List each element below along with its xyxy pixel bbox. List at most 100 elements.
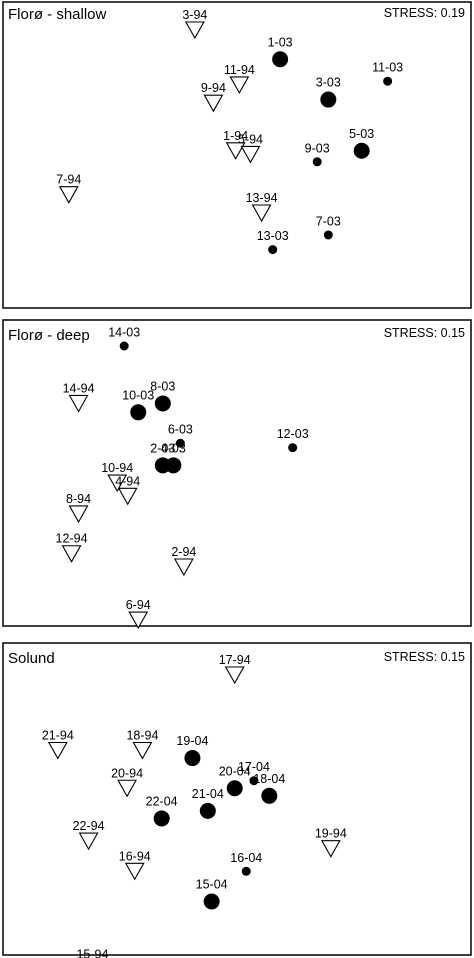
point-label-22-04: 22-04 — [146, 794, 178, 808]
point-label-5-94: 5-94 — [238, 132, 263, 146]
triangle-marker-4-94 — [117, 487, 138, 506]
point-label-17-94: 17-94 — [219, 653, 251, 667]
circle-marker-12-03 — [288, 443, 298, 453]
point-label-10-03: 10-03 — [122, 388, 154, 402]
point-label-6-94: 6-94 — [126, 598, 151, 612]
circle-marker-15-04 — [203, 893, 220, 910]
triangle-marker-13-94 — [251, 204, 272, 223]
circle-marker-16-04 — [241, 866, 251, 876]
circle-marker-5-03 — [353, 142, 370, 159]
triangle-marker-20-94 — [117, 779, 137, 798]
triangle-marker-17-94 — [224, 666, 245, 685]
plot-marks: 14-94 10-944-94 8-94 12-94 2-94 6-94 14-03 10-0… — [56, 326, 309, 630]
triangle-marker-21-94 — [47, 741, 68, 760]
point-label-8-94: 8-94 — [66, 492, 91, 506]
point-label-2-94: 2-94 — [171, 545, 196, 559]
point-label-13-03: 13-03 — [257, 229, 289, 243]
point-label-11-94: 11-94 — [224, 63, 255, 77]
circle-marker-4-03 — [165, 457, 182, 474]
point-label-15-94: 15-94 — [76, 947, 108, 958]
point-label-12-03: 12-03 — [277, 427, 309, 441]
panel-frame — [2, 319, 472, 627]
point-label-14-03: 14-03 — [108, 326, 140, 340]
triangle-marker-11-94 — [229, 76, 250, 95]
circle-marker-1-03 — [272, 51, 289, 68]
triangle-marker-7-94 — [58, 186, 79, 204]
triangle-marker-10-94 — [107, 474, 128, 493]
circle-marker-22-04 — [153, 810, 170, 827]
circle-marker-13-03 — [268, 245, 278, 255]
point-label-20-94: 20-94 — [111, 766, 143, 780]
point-label-8-03: 8-03 — [150, 379, 175, 393]
panel-floro-shallow: Florø - shallow STRESS: 0.19 3-94 11-94 9-… — [2, 1, 472, 309]
circle-marker-21-04 — [199, 802, 216, 819]
stress-label: STRESS: 0.19 — [384, 6, 465, 20]
point-label-16-04: 16-04 — [230, 851, 262, 865]
triangle-marker-22-94 — [78, 832, 99, 851]
point-label-21-04: 21-04 — [192, 787, 224, 801]
plot-marks: 3-94 11-94 9-94 1-945-94 7-94 13-94 1-03 3-03 11… — [56, 8, 403, 255]
panel-floro-deep: Florø - deep STRESS: 0.15 14-94 10-944-94… — [2, 319, 472, 630]
point-label-6-03: 6-03 — [168, 423, 193, 437]
triangle-marker-12-94 — [61, 545, 82, 563]
stress-label: STRESS: 0.15 — [384, 326, 465, 340]
point-label-19-94: 19-94 — [315, 827, 347, 841]
point-label-12-94: 12-94 — [56, 532, 88, 546]
triangle-marker-3-94 — [184, 21, 205, 40]
point-label-13-94: 13-94 — [246, 191, 278, 205]
point-label-3-94: 3-94 — [182, 8, 207, 22]
circle-marker-6-03 — [175, 438, 185, 448]
point-label-18-04: 18-04 — [253, 772, 285, 786]
point-label-14-94: 14-94 — [63, 381, 95, 395]
point-label-3-03: 3-03 — [316, 76, 341, 90]
triangle-marker-8-94 — [68, 505, 89, 524]
point-label-4-94: 4-94 — [115, 474, 140, 488]
point-label-22-94: 22-94 — [73, 819, 105, 833]
point-label-16-94: 16-94 — [119, 849, 151, 863]
panel-frame — [2, 642, 472, 956]
panel-solund: Solund STRESS: 0.15 17-94 21-94 18-94 20-94… — [2, 642, 472, 958]
point-label-1-03: 1-03 — [268, 35, 293, 49]
triangle-marker-18-94 — [132, 741, 153, 760]
point-label-2-03: 2-03 — [150, 441, 175, 455]
panel-title: Florø - deep — [8, 327, 90, 344]
circle-marker-20-04 — [226, 780, 243, 797]
triangle-marker-1-94 — [225, 142, 246, 160]
circle-marker-14-03 — [119, 341, 129, 351]
point-label-15-04: 15-04 — [196, 878, 228, 892]
triangle-marker-2-94 — [173, 558, 194, 577]
point-label-19-04: 19-04 — [176, 734, 208, 748]
triangle-marker-6-94 — [128, 611, 149, 630]
triangle-marker-16-94 — [124, 862, 145, 881]
point-label-9-94: 9-94 — [201, 81, 226, 95]
panel-title: Florø - shallow — [8, 6, 107, 23]
point-label-1-94: 1-94 — [223, 129, 248, 143]
triangle-marker-9-94 — [203, 94, 224, 113]
point-label-17-04: 17-04 — [238, 760, 270, 774]
circle-marker-11-03 — [383, 76, 393, 86]
point-label-7-03: 7-03 — [316, 214, 341, 228]
point-label-9-03: 9-03 — [305, 141, 330, 155]
point-label-7-94: 7-94 — [56, 173, 81, 187]
circle-marker-17-04 — [249, 776, 259, 786]
triangle-marker-19-94 — [320, 840, 341, 858]
point-label-21-94: 21-94 — [42, 729, 74, 743]
panel-title: Solund — [8, 650, 55, 667]
stress-label: STRESS: 0.15 — [384, 650, 465, 664]
circle-marker-3-03 — [320, 91, 337, 108]
point-label-11-03: 11-03 — [372, 61, 403, 75]
circle-marker-18-04 — [261, 787, 278, 804]
triangle-marker-14-94 — [68, 394, 89, 413]
circle-marker-10-03 — [130, 404, 147, 421]
point-label-20-04: 20-04 — [219, 764, 251, 778]
circle-marker-7-03 — [323, 230, 333, 240]
point-label-18-94: 18-94 — [126, 729, 158, 743]
point-label-10-94: 10-94 — [101, 461, 133, 475]
point-label-5-03: 5-03 — [349, 127, 374, 141]
point-label-4-03: 4-03 — [161, 441, 186, 455]
circle-marker-9-03 — [312, 157, 322, 167]
circle-marker-19-04 — [184, 750, 201, 767]
plot-marks: 17-94 21-94 18-94 20-94 22-94 16-94 19-94 15-94… — [42, 653, 347, 958]
circle-marker-8-03 — [154, 395, 171, 412]
